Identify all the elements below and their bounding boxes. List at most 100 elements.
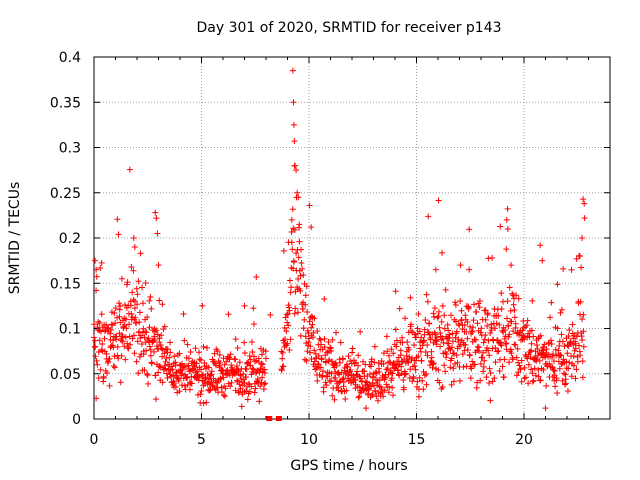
data-point <box>284 310 291 317</box>
data-point <box>424 298 431 305</box>
data-point <box>111 364 118 371</box>
data-point <box>443 354 450 361</box>
data-point <box>454 359 461 366</box>
data-point <box>505 322 512 329</box>
data-point <box>176 350 183 357</box>
data-point <box>297 287 304 294</box>
data-point <box>161 362 168 369</box>
data-point <box>405 346 412 353</box>
data-point <box>372 369 379 376</box>
data-point <box>510 301 517 308</box>
x-tick-label: 0 <box>90 432 99 448</box>
data-point <box>491 325 498 332</box>
data-point <box>320 368 327 375</box>
data-point <box>352 359 359 366</box>
data-point <box>502 333 509 340</box>
data-point <box>136 328 143 335</box>
data-point <box>148 360 155 367</box>
data-point <box>258 351 265 358</box>
data-point <box>436 324 443 331</box>
data-point <box>386 383 393 390</box>
data-point <box>564 350 571 357</box>
data-point <box>232 387 239 394</box>
data-point <box>349 345 356 352</box>
data-point <box>537 377 544 384</box>
data-point <box>533 342 540 349</box>
data-point <box>386 358 393 365</box>
data-point <box>439 302 446 309</box>
data-point <box>416 338 423 345</box>
data-point <box>508 318 515 325</box>
data-point <box>232 356 239 363</box>
data-point <box>153 327 160 334</box>
data-point <box>512 320 519 327</box>
data-point <box>278 367 285 374</box>
data-point <box>439 249 446 256</box>
data-point <box>155 369 162 376</box>
data-point <box>259 361 266 368</box>
data-point <box>203 344 210 351</box>
data-point <box>137 332 144 339</box>
data-point <box>285 322 292 329</box>
data-point <box>312 366 319 373</box>
data-point <box>206 387 213 394</box>
data-point <box>187 348 194 355</box>
data-point <box>527 348 534 355</box>
data-point <box>246 352 253 359</box>
data-point <box>355 394 362 401</box>
data-point <box>125 345 132 352</box>
data-point <box>175 377 182 384</box>
data-point <box>289 206 296 213</box>
data-point <box>246 388 253 395</box>
data-point <box>115 231 122 238</box>
data-point <box>459 351 466 358</box>
data-point <box>480 363 487 370</box>
data-point <box>131 332 138 339</box>
data-point <box>435 308 442 315</box>
data-point <box>508 262 515 269</box>
data-point <box>477 377 484 384</box>
data-point <box>407 321 414 328</box>
data-point <box>93 273 100 280</box>
data-point <box>336 379 343 386</box>
data-point <box>154 230 161 237</box>
data-point <box>333 362 340 369</box>
data-point <box>196 356 203 363</box>
data-point <box>345 353 352 360</box>
data-point <box>442 286 449 293</box>
data-point <box>97 328 104 335</box>
data-point <box>565 365 572 372</box>
data-point <box>525 380 532 387</box>
data-point <box>227 351 234 358</box>
data-point <box>214 348 221 355</box>
data-point <box>174 375 181 382</box>
data-point <box>362 378 369 385</box>
data-point <box>368 356 375 363</box>
data-point <box>234 344 241 351</box>
data-point <box>532 372 539 379</box>
data-point <box>515 295 522 302</box>
data-point <box>441 312 448 319</box>
data-point <box>162 365 169 372</box>
data-point <box>376 368 383 375</box>
data-point <box>111 353 118 360</box>
data-point <box>146 297 153 304</box>
data-point <box>98 311 105 318</box>
data-point <box>513 292 520 299</box>
data-point <box>221 361 228 368</box>
data-point <box>138 341 145 348</box>
data-point <box>578 264 585 271</box>
data-point <box>155 262 162 269</box>
data-point <box>513 372 520 379</box>
data-point <box>131 350 138 357</box>
data-point <box>340 378 347 385</box>
data-point <box>225 311 232 318</box>
data-point <box>169 366 176 373</box>
data-point <box>501 356 508 363</box>
data-point <box>314 377 321 384</box>
data-point <box>332 368 339 375</box>
data-point <box>164 375 171 382</box>
data-point <box>478 325 485 332</box>
data-point <box>111 310 118 317</box>
data-point <box>543 346 550 353</box>
